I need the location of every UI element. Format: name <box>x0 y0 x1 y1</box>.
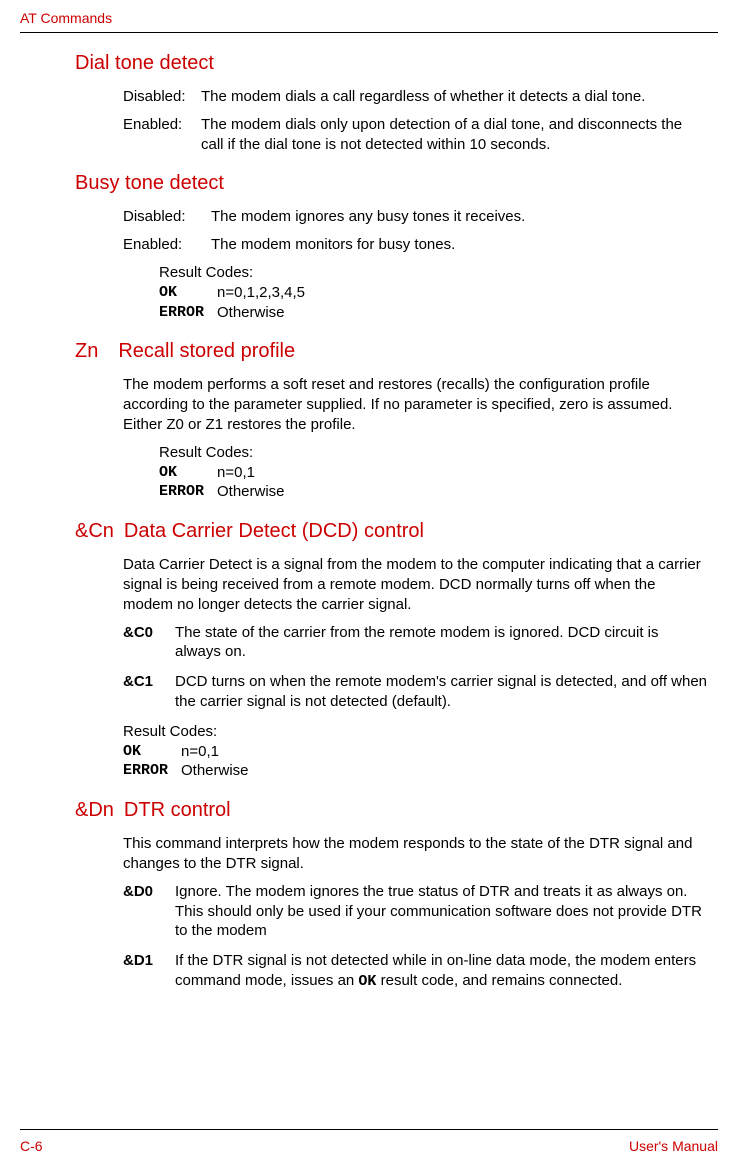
result-ok-row: OK n=0,1 <box>123 742 708 762</box>
result-codes-label: Result Codes: <box>123 722 708 742</box>
section-title-dial-tone: Dial tone detect <box>75 52 708 75</box>
result-error-row: ERROR Otherwise <box>159 482 708 502</box>
dn-paragraph: This command interprets how the modem re… <box>123 834 708 874</box>
dn-d1-row: &D1 If the DTR signal is not detected wh… <box>123 951 708 992</box>
page-header: AT Commands <box>20 10 718 33</box>
section-title-cn: &Cn Data Carrier Detect (DCD) control <box>75 520 708 543</box>
footer-manual-label: User's Manual <box>629 1138 718 1154</box>
footer-divider <box>20 1129 718 1130</box>
section-title-dn: &Dn DTR control <box>75 799 708 822</box>
dial-tone-disabled-row: Disabled: The modem dials a call regardl… <box>123 87 708 107</box>
c0-text: The state of the carrier from the remote… <box>175 623 708 663</box>
enabled-text: The modem monitors for busy tones. <box>211 235 708 255</box>
cn-result-block: Result Codes: OK n=0,1 ERROR Otherwise <box>123 722 708 781</box>
header-divider <box>20 32 718 33</box>
enabled-label: Enabled: <box>123 115 201 155</box>
ok-text: n=0,1,2,3,4,5 <box>217 283 305 303</box>
cn-body: Data Carrier Detect is a signal from the… <box>123 555 708 781</box>
zn-paragraph: The modem performs a soft reset and rest… <box>123 375 708 434</box>
page-content: Dial tone detect Disabled: The modem dia… <box>75 52 708 1002</box>
busy-tone-body: Disabled: The modem ignores any busy ton… <box>123 207 708 322</box>
section-title-busy-tone: Busy tone detect <box>75 172 708 195</box>
disabled-label: Disabled: <box>123 207 211 227</box>
busy-tone-result-block: Result Codes: OK n=0,1,2,3,4,5 ERROR Oth… <box>159 263 708 322</box>
error-code: ERROR <box>123 761 181 781</box>
result-ok-row: OK n=0,1,2,3,4,5 <box>159 283 708 303</box>
enabled-text: The modem dials only upon detection of a… <box>201 115 708 155</box>
c0-label: &C0 <box>123 623 175 663</box>
result-error-row: ERROR Otherwise <box>159 303 708 323</box>
busy-tone-enabled-row: Enabled: The modem monitors for busy ton… <box>123 235 708 255</box>
header-title: AT Commands <box>20 10 112 26</box>
zn-result-block: Result Codes: OK n=0,1 ERROR Otherwise <box>159 443 708 502</box>
d1-ok-code: OK <box>358 973 376 990</box>
c1-text: DCD turns on when the remote modem's car… <box>175 672 708 712</box>
error-code: ERROR <box>159 482 217 502</box>
disabled-text: The modem dials a call regardless of whe… <box>201 87 708 107</box>
d1-text-post: result code, and remains connected. <box>376 972 622 989</box>
result-codes-label: Result Codes: <box>159 443 708 463</box>
ok-text: n=0,1 <box>217 463 255 483</box>
d0-text: Ignore. The modem ignores the true statu… <box>175 882 708 941</box>
footer-page-number: C-6 <box>20 1138 43 1154</box>
cn-c1-row: &C1 DCD turns on when the remote modem's… <box>123 672 708 712</box>
dn-d0-row: &D0 Ignore. The modem ignores the true s… <box>123 882 708 941</box>
result-ok-row: OK n=0,1 <box>159 463 708 483</box>
dn-body: This command interprets how the modem re… <box>123 834 708 992</box>
d0-label: &D0 <box>123 882 175 941</box>
section-title-zn: Zn Recall stored profile <box>75 340 708 363</box>
d1-text: If the DTR signal is not detected while … <box>175 951 708 992</box>
enabled-label: Enabled: <box>123 235 211 255</box>
zn-body: The modem performs a soft reset and rest… <box>123 375 708 502</box>
dial-tone-enabled-row: Enabled: The modem dials only upon detec… <box>123 115 708 155</box>
ok-code: OK <box>123 742 181 762</box>
disabled-label: Disabled: <box>123 87 201 107</box>
d1-label: &D1 <box>123 951 175 992</box>
disabled-text: The modem ignores any busy tones it rece… <box>211 207 708 227</box>
cn-c0-row: &C0 The state of the carrier from the re… <box>123 623 708 663</box>
ok-text: n=0,1 <box>181 742 219 762</box>
c1-label: &C1 <box>123 672 175 712</box>
error-text: Otherwise <box>217 303 285 323</box>
error-code: ERROR <box>159 303 217 323</box>
page-footer: C-6 User's Manual <box>20 1138 718 1154</box>
result-error-row: ERROR Otherwise <box>123 761 708 781</box>
error-text: Otherwise <box>217 482 285 502</box>
ok-code: OK <box>159 463 217 483</box>
cn-paragraph: Data Carrier Detect is a signal from the… <box>123 555 708 614</box>
dial-tone-body: Disabled: The modem dials a call regardl… <box>123 87 708 154</box>
error-text: Otherwise <box>181 761 249 781</box>
result-codes-label: Result Codes: <box>159 263 708 283</box>
ok-code: OK <box>159 283 217 303</box>
busy-tone-disabled-row: Disabled: The modem ignores any busy ton… <box>123 207 708 227</box>
